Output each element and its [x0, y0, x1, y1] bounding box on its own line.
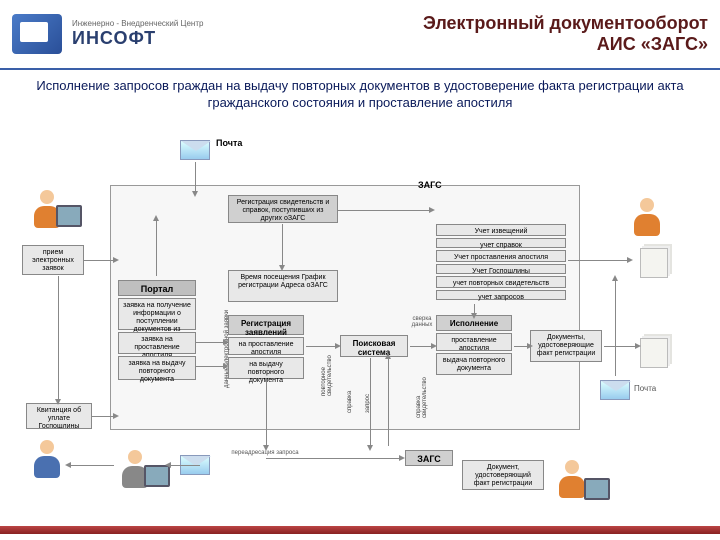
arrow	[338, 210, 430, 211]
arrow	[58, 276, 59, 400]
arrow	[92, 416, 114, 417]
brand: Инженерно - Внедренческий Центр ИНСОФТ	[72, 19, 203, 49]
node-reg-svid: Регистрация свидетельств и справок, пост…	[228, 195, 338, 223]
monitor-icon	[56, 205, 82, 227]
node-portal2: заявка на проставление апостиля	[118, 332, 196, 354]
arrow	[388, 358, 389, 446]
documents-icon	[640, 338, 668, 368]
node-kvit: Квитанция об уплате Госпошлины	[26, 403, 92, 429]
mail2-label: Почта	[634, 384, 656, 393]
node-docout2: Документ, удостоверяющий факт регистраци…	[462, 460, 544, 490]
footer-accent	[0, 526, 720, 534]
arrow	[266, 380, 267, 446]
node-u6: учет запросов	[436, 290, 566, 300]
portal-header: Портал	[118, 280, 196, 296]
node-vremya: Время посещения График регистрации Адрес…	[228, 270, 338, 302]
node-portal1: заявка на получение информации о поступл…	[118, 298, 196, 330]
logo	[12, 14, 62, 54]
flowchart: Почта ЗАГС Почта прием электронных заяво…	[0, 120, 720, 530]
arrow	[282, 224, 283, 266]
arrow	[196, 366, 224, 367]
arrow	[156, 220, 157, 276]
reg-header: Регистрация заявлений	[228, 315, 304, 335]
node-reg1: на проставление апостиля	[228, 337, 304, 355]
arrow	[266, 458, 400, 459]
rot-label: справка свидетельство	[416, 358, 428, 418]
brand-name: ИНСОФТ	[72, 28, 203, 49]
rot-label: справка	[347, 373, 353, 413]
node-u2: учет справок	[436, 238, 566, 248]
node-portal3: заявка на выдачу повторного документа	[118, 356, 196, 380]
node-reg2: на выдачу повторного документа	[228, 357, 304, 379]
person-icon	[630, 198, 664, 238]
mail-label: Почта	[216, 138, 242, 148]
arrow	[370, 358, 371, 446]
node-priem: прием электронных заявок	[22, 245, 84, 275]
node-zags-b: ЗАГС	[405, 450, 453, 466]
monitor-icon	[144, 465, 170, 487]
arrow	[84, 260, 114, 261]
documents-icon	[640, 248, 668, 278]
arrow	[70, 465, 114, 466]
person-icon	[30, 440, 64, 480]
node-exec2: выдача повторного документа	[436, 353, 512, 375]
arrow	[514, 346, 528, 347]
node-u5: учет повторных свидетельств	[436, 276, 566, 288]
node-u1: Учет извещений	[436, 224, 566, 236]
mail-icon	[180, 140, 210, 160]
arrow	[196, 342, 224, 343]
page-title: Электронный документооборот АИС «ЗАГС»	[203, 13, 708, 55]
node-u4: Учет Госпошлины	[436, 264, 566, 274]
arrow	[306, 346, 336, 347]
node-search: Поисковая система	[340, 335, 408, 357]
arrow	[410, 346, 432, 347]
arrow	[604, 346, 636, 347]
arrow	[195, 162, 196, 192]
mail-icon	[600, 380, 630, 400]
arrow	[474, 304, 475, 314]
brand-subtitle: Инженерно - Внедренческий Центр	[72, 19, 203, 28]
subtitle: Исполнение запросов граждан на выдачу по…	[0, 70, 720, 120]
arrow	[615, 280, 616, 376]
node-docout1: Документы, удостоверяющие факт регистрац…	[530, 330, 602, 362]
node-u3: Учет проставления апостиля	[436, 250, 566, 262]
rot-label: повторное свидетельство	[321, 326, 333, 396]
arrow	[568, 260, 628, 261]
monitor-icon	[584, 478, 610, 500]
arrow	[170, 465, 200, 466]
zags-top-label: ЗАГС	[418, 180, 442, 190]
small-label: сверка данных	[410, 316, 434, 328]
node-exec1: проставление апостиля	[436, 333, 512, 351]
